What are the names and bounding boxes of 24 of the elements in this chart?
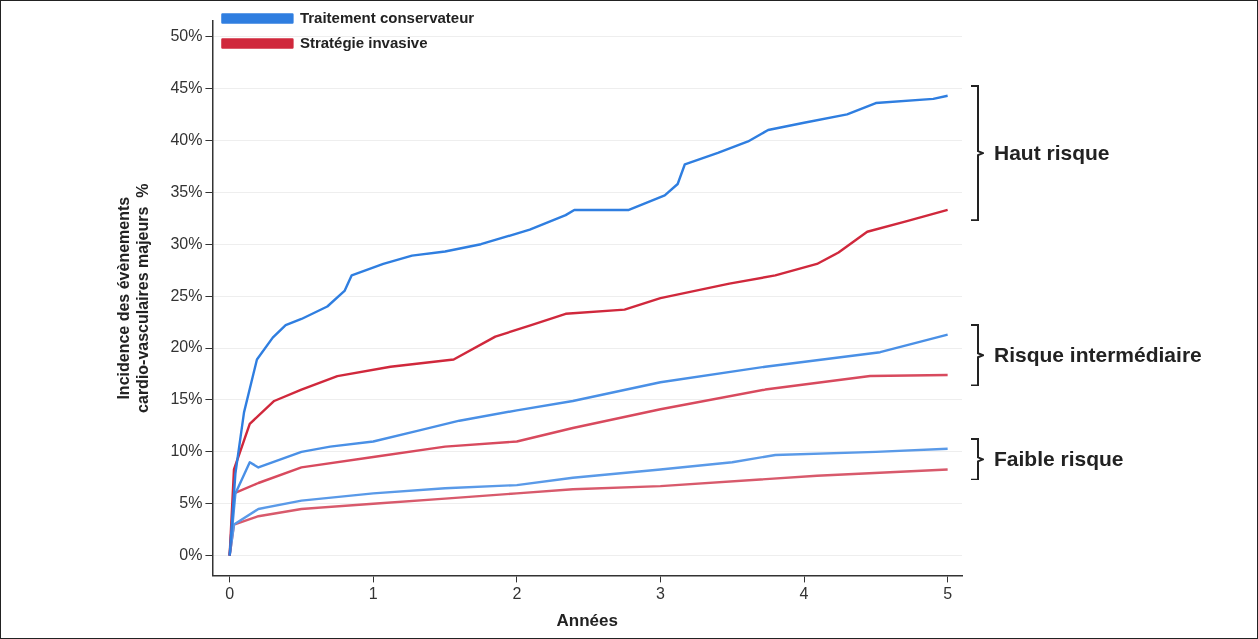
x-tick-label: 3 (655, 585, 665, 603)
y-tick-label: 0% (179, 546, 203, 564)
y-tick-label: 45% (170, 78, 203, 96)
x-tick-label: 0 (225, 585, 235, 603)
x-tick-label: 1 (368, 585, 378, 603)
x-tick-label: 4 (799, 585, 809, 603)
x-axis-title: Années (556, 611, 618, 631)
text: Haut risque (994, 140, 1110, 165)
x-tick-label: 2 (512, 585, 522, 603)
legend-label: Stratégie invasive (299, 33, 428, 51)
y-tick-label: 40% (170, 130, 203, 148)
legend-label: Traitement conservateur (299, 8, 475, 26)
x-tick-label: 5 (943, 585, 953, 603)
y-tick-label: 35% (170, 182, 203, 200)
y-tick-label: 30% (170, 234, 203, 252)
text: Risque intermédiaire (994, 342, 1202, 367)
y-tick-label: 50% (170, 26, 203, 44)
y-tick-label: 15% (170, 390, 203, 408)
y-tick-label: 5% (179, 494, 203, 512)
text: Faible risque (994, 447, 1124, 472)
y-tick-label: 25% (170, 286, 203, 304)
y-tick-label: 20% (170, 338, 203, 356)
y-axis-title: Incidence des évènements cardio-vasculaires majeurs % (115, 183, 152, 413)
y-tick-label: 10% (170, 442, 203, 460)
